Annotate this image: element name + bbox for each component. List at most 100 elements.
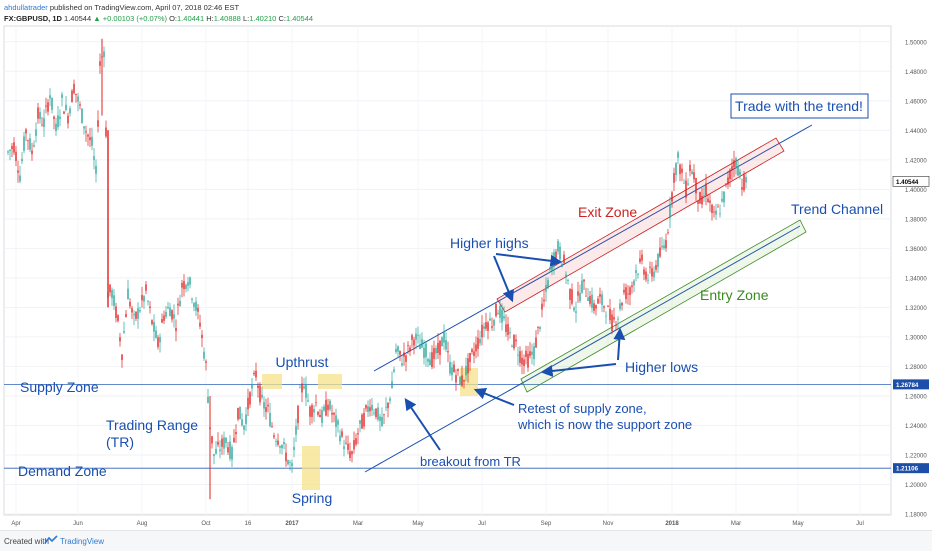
candle-body [301,383,303,393]
candle [117,314,119,323]
candle-body [673,173,675,183]
candle-body [119,337,121,342]
publish-info: published on TradingView.com, April 07, … [49,3,240,12]
candle-body [313,409,315,413]
candle-body [239,406,241,420]
candle [287,459,289,466]
arrow-higher-high-2 [495,253,563,267]
candle-body [615,324,617,326]
candle-body [291,463,293,466]
candle-body [567,279,569,281]
candle [133,310,135,326]
candle-body [491,326,493,328]
candle [245,407,247,432]
candle [123,321,125,334]
candle [393,366,395,374]
candle [437,333,439,359]
candle-body [545,284,547,292]
candle-body [421,339,423,348]
candle [491,317,493,331]
candle-body [333,412,335,415]
price-axis[interactable]: 1.50000 1.48000 1.46000 1.44000 1.42000 1.400… [892,40,930,519]
candle [309,405,311,426]
candle-body [435,348,437,354]
candle-body [607,305,609,307]
low-value: 1.40210 [249,14,277,23]
candle [229,435,231,462]
candle-body [613,316,615,320]
candle [271,422,273,429]
candle [419,333,421,350]
candle-body [153,322,155,332]
candle-body [457,369,459,371]
candle-body [379,416,381,421]
candle-body [527,353,529,368]
symbol-name[interactable]: FX:GBPUSD, 1D [4,14,62,23]
candle-body [337,420,339,425]
candle-body [269,412,271,427]
candle-body [709,200,711,203]
candle [473,342,475,364]
candle-body [455,375,457,383]
candle-body [65,104,67,110]
candle [141,286,143,308]
open-value: 1.40441 [177,14,205,23]
candle-body [227,447,229,453]
candle-body [309,406,311,417]
candle-body [117,315,119,321]
candle [195,297,197,317]
candle [81,107,83,124]
candle-body [187,282,189,286]
candle [311,403,313,424]
candle-body [505,324,507,332]
candle [693,164,695,183]
candle-body [215,448,217,454]
candle-body [131,308,133,313]
candle [457,368,459,376]
candle [69,105,71,117]
candle-body [177,303,179,306]
candle [463,379,465,389]
arrow-higher-low-1 [613,327,626,361]
candle [187,277,189,292]
candle [263,396,265,417]
candle [495,302,497,318]
candle-body [111,289,113,299]
candle-body [335,415,337,427]
candle [389,396,391,405]
candle-body [217,441,219,445]
candle [387,401,389,418]
highlight-box [460,368,478,396]
candle [119,333,121,347]
candle [19,165,21,184]
candle-body [171,310,173,320]
candle-body [223,437,225,449]
candle [427,357,429,367]
candle-body [513,335,515,349]
candle [533,342,535,366]
candle [129,298,131,309]
time-axis[interactable]: Apr Jun Aug Oct 16 2017 Mar May Jul Sep Nov 2018 Mar… [11,521,864,527]
candle-body [555,251,557,260]
candle [373,408,375,416]
candle-body [331,412,333,415]
candle [177,297,179,315]
candle-body [75,93,77,95]
candle [621,301,623,311]
author-link[interactable]: ahdullatrader [4,3,48,12]
candle [391,371,393,389]
tradingview-brand[interactable]: TradingView [60,537,105,546]
candle-body [23,136,25,151]
candle-body [631,285,633,288]
candle [223,431,225,455]
candle-body [139,310,141,312]
candle-body [155,330,157,338]
price-tick-label: 1.32000 [905,306,927,312]
arrow-higher-low-2 [540,363,617,377]
candle-body [245,414,247,424]
candle-body [687,183,689,185]
time-tick-label: May [412,521,423,527]
candle [249,390,251,408]
candle [103,46,105,68]
